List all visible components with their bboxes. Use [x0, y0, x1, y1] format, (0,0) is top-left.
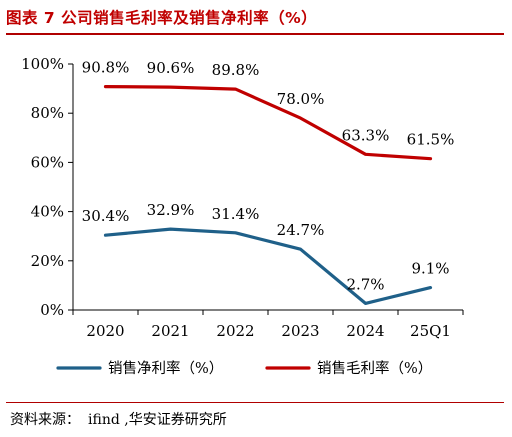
y-tick-label: 40% [31, 203, 64, 221]
gross-margin-data-label: 90.6% [147, 59, 195, 77]
gross-margin-data-label: 61.5% [407, 131, 455, 149]
x-tick-label: 2024 [346, 322, 384, 340]
gross-margin-line [103, 84, 433, 161]
net-margin-data-label: 2.7% [346, 275, 384, 293]
y-tick-label: 80% [31, 104, 64, 122]
source-prefix: 资料来源： [10, 412, 80, 428]
series-layer [103, 84, 433, 305]
legend: 销售净利率（%） 销售毛利率（%） [56, 360, 432, 377]
gross-margin-data-label: 90.8% [82, 59, 130, 77]
gross-margin-data-label: 78.0% [277, 90, 325, 108]
chart-title-row: 图表 7 公司销售毛利率及销售净利率（%） [6, 6, 506, 30]
gross-margin-data-label: 89.8% [212, 61, 260, 79]
chart-title: 图表 7 公司销售毛利率及销售净利率（%） [6, 9, 318, 27]
line-chart: 0% 20% 40% 60% 80% 100% 2020 2021 2022 2023 2024 25… [21, 55, 464, 377]
x-tick-label: 2021 [151, 322, 189, 340]
top-rule [6, 33, 504, 35]
y-tick-label: 20% [31, 252, 64, 270]
legend-net-label: 销售净利率（%） [108, 360, 223, 377]
net-margin-data-label: 9.1% [411, 260, 449, 278]
gross-margin-data-label: 63.3% [342, 126, 390, 144]
source-note: 资料来源： ifind ,华安证券研究所 [10, 409, 235, 429]
x-tick-label: 2020 [86, 322, 124, 340]
x-tick-label: 2023 [281, 322, 319, 340]
net-margin-line [103, 227, 433, 305]
axes: 0% 20% 40% 60% 80% 100% 2020 2021 2022 2023 2024 25… [21, 55, 464, 340]
net-margin-data-label: 31.4% [212, 205, 260, 223]
y-tick-label: 60% [31, 153, 64, 171]
legend-gross-label: 销售毛利率（%） [317, 360, 432, 377]
data-labels: 30.4% 32.9% 31.4% 24.7% 2.7% 9.1% 90.8% 90.6% 89… [82, 59, 455, 294]
y-tick-label: 100% [21, 55, 64, 73]
net-margin-data-label: 24.7% [277, 221, 325, 239]
x-tick-label: 2022 [216, 322, 254, 340]
x-tick-label: 25Q1 [410, 322, 451, 340]
net-margin-data-label: 32.9% [147, 201, 195, 219]
source-text: ifind ,华安证券研究所 [88, 412, 227, 428]
y-tick-label: 0% [40, 301, 64, 319]
bottom-rule [6, 402, 504, 403]
net-margin-data-label: 30.4% [82, 207, 130, 225]
